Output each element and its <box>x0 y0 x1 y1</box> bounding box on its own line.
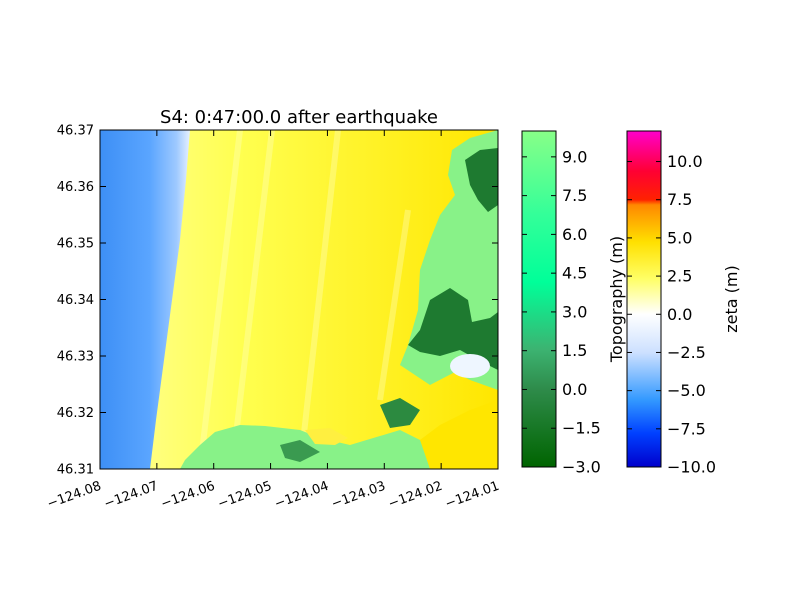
land-dark-ridge-south <box>380 398 420 428</box>
zeta-colorbar-tick-label: 10.0 <box>667 152 703 171</box>
x-tick-label: −124.01 <box>443 479 501 512</box>
y-tick-label: 46.33 <box>57 350 94 365</box>
topography-colorbar-tick-label: 9.0 <box>562 147 587 166</box>
x-tick-label: −124.06 <box>159 479 217 512</box>
chart-title: S4: 0:47:00.0 after earthquake <box>160 107 438 128</box>
x-tick-label: −124.07 <box>102 479 160 512</box>
y-tick-label: 46.32 <box>57 406 94 421</box>
topography-colorbar-tick-label: 4.5 <box>562 264 587 283</box>
zeta-colorbar-ticks: −10.0 −7.5 −5.0 −2.5 0.0 2.5 5.0 7.5 10.0 <box>627 152 716 477</box>
topography-colorbar <box>521 130 557 468</box>
topography-colorbar-ticks: −3.0 −1.5 0.0 1.5 3.0 4.5 6.0 7.5 9.0 <box>522 147 601 477</box>
x-tick-label: −124.03 <box>330 479 388 512</box>
zeta-colorbar-tick-label: 5.0 <box>667 228 692 247</box>
topography-colorbar-tick-label: 6.0 <box>562 225 587 244</box>
zeta-colorbar <box>626 130 662 468</box>
y-tick-label: 46.36 <box>57 180 94 195</box>
x-tick-label: −124.08 <box>45 479 103 512</box>
y-tick-label: 46.34 <box>57 293 94 308</box>
flood-streaks <box>197 130 411 469</box>
plot-area <box>100 130 498 469</box>
zeta-colorbar-tick-label: 7.5 <box>667 190 692 209</box>
topography-colorbar-tick-label: 0.0 <box>562 380 587 399</box>
land-dark-ridge-north <box>465 148 498 212</box>
land-dark-ridge-central <box>408 288 498 370</box>
topography-colorbar-label: Topography (m) <box>607 236 626 363</box>
zeta-colorbar-tick-label: −7.5 <box>667 419 706 438</box>
land-dark-ridge-southwest <box>280 440 320 462</box>
y-tick-label: 46.37 <box>57 124 94 139</box>
topography-colorbar-tick-label: −3.0 <box>562 458 601 477</box>
zeta-colorbar-tick-label: −2.5 <box>667 343 706 362</box>
zeta-colorbar-tick-label: 2.5 <box>667 267 692 286</box>
zeta-colorbar-tick-label: 0.0 <box>667 305 692 324</box>
y-tick-label: 46.31 <box>57 463 94 478</box>
pond <box>450 354 490 378</box>
x-tick-label: −124.04 <box>273 479 331 512</box>
topography-colorbar-tick-label: 3.0 <box>562 302 587 321</box>
zeta-colorbar-label: zeta (m) <box>722 265 741 332</box>
zeta-colorbar-tick-label: −10.0 <box>667 458 716 477</box>
ocean-region <box>100 130 190 469</box>
flood-channel <box>305 428 348 445</box>
topography-colorbar-tick-label: 7.5 <box>562 186 587 205</box>
topography-colorbar-tick-label: 1.5 <box>562 341 587 360</box>
zeta-colorbar-tick-label: −5.0 <box>667 381 706 400</box>
y-axis: 46.37 46.36 46.35 46.34 46.33 46.32 46.31 <box>57 124 498 478</box>
x-tick-label: −124.02 <box>386 479 444 512</box>
y-tick-label: 46.35 <box>57 237 94 252</box>
x-tick-label: −124.05 <box>216 479 274 512</box>
topography-colorbar-tick-label: −1.5 <box>562 419 601 438</box>
flood-inlet-southeast <box>420 400 498 469</box>
